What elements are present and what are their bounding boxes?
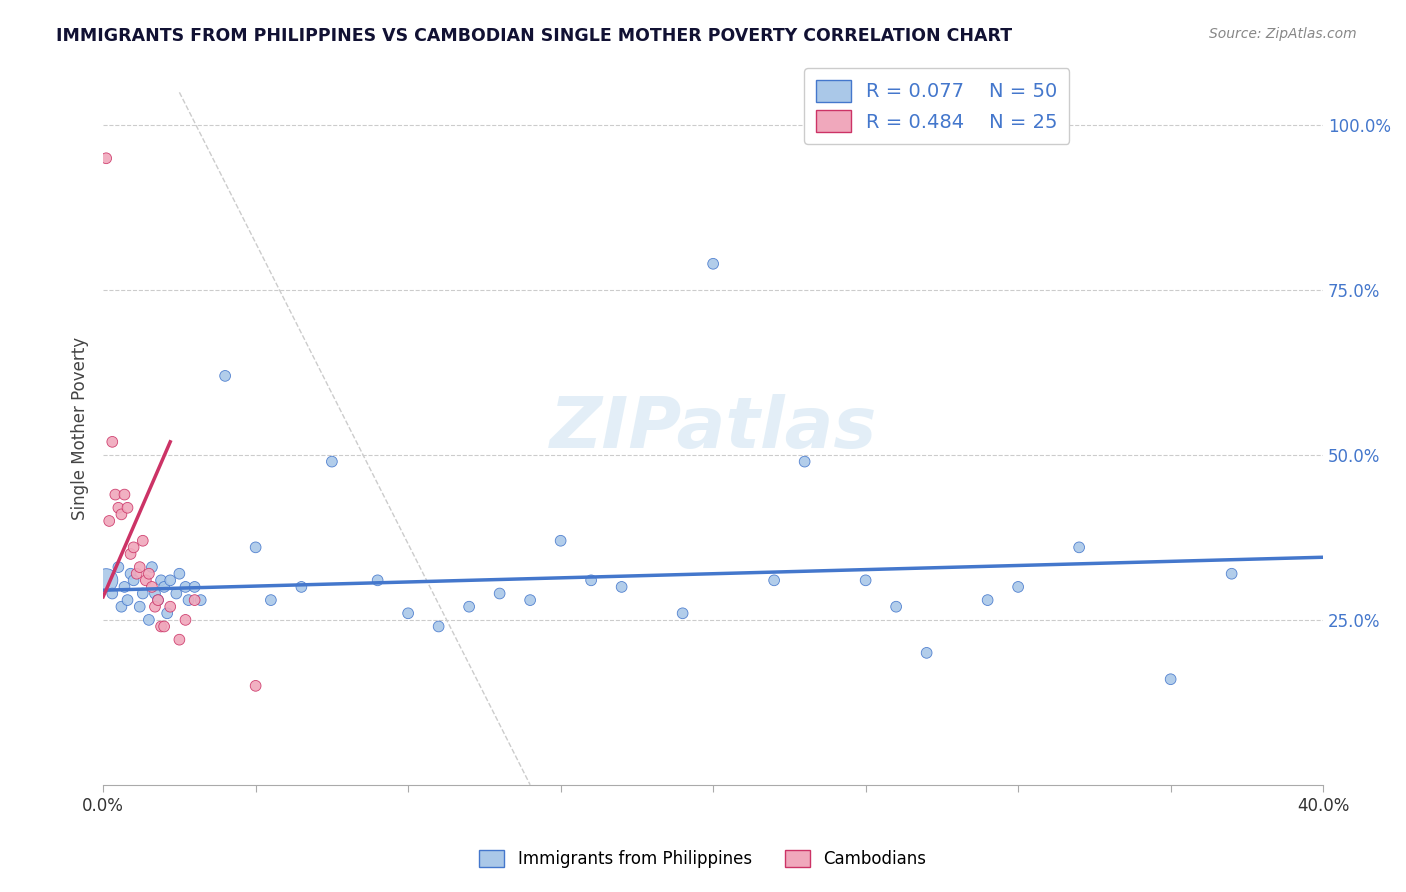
Point	[96, 574, 118, 588]
Point	[153, 580, 176, 594]
Point	[1160, 672, 1182, 686]
Point	[855, 574, 877, 588]
Point	[1007, 580, 1029, 594]
Point	[125, 566, 148, 581]
Point	[120, 547, 142, 561]
Point	[110, 508, 132, 522]
Point	[610, 580, 633, 594]
Point	[132, 533, 155, 548]
Point	[579, 574, 602, 588]
Point	[165, 586, 187, 600]
Legend: R = 0.077    N = 50, R = 0.484    N = 25: R = 0.077 N = 50, R = 0.484 N = 25	[804, 68, 1070, 144]
Point	[122, 541, 145, 555]
Point	[110, 599, 132, 614]
Point	[156, 607, 179, 621]
Point	[169, 632, 191, 647]
Point	[245, 679, 267, 693]
Point	[150, 574, 173, 588]
Point	[146, 593, 169, 607]
Point	[153, 619, 176, 633]
Point	[519, 593, 541, 607]
Point	[146, 593, 169, 607]
Point	[98, 514, 121, 528]
Point	[174, 580, 197, 594]
Point	[177, 593, 200, 607]
Point	[396, 607, 419, 621]
Point	[290, 580, 312, 594]
Point	[169, 566, 191, 581]
Point	[793, 455, 815, 469]
Point	[190, 593, 212, 607]
Point	[427, 619, 450, 633]
Point	[260, 593, 283, 607]
Point	[159, 599, 181, 614]
Point	[1220, 566, 1243, 581]
Point	[367, 574, 389, 588]
Point	[763, 574, 786, 588]
Point	[107, 500, 129, 515]
Point	[214, 368, 236, 383]
Point	[174, 613, 197, 627]
Point	[128, 560, 150, 574]
Point	[143, 586, 166, 600]
Point	[141, 580, 163, 594]
Legend: Immigrants from Philippines, Cambodians: Immigrants from Philippines, Cambodians	[472, 843, 934, 875]
Point	[114, 487, 136, 501]
Point	[458, 599, 481, 614]
Point	[128, 599, 150, 614]
Text: IMMIGRANTS FROM PHILIPPINES VS CAMBODIAN SINGLE MOTHER POVERTY CORRELATION CHART: IMMIGRANTS FROM PHILIPPINES VS CAMBODIAN…	[56, 27, 1012, 45]
Point	[702, 257, 724, 271]
Point	[96, 151, 118, 165]
Point	[976, 593, 998, 607]
Point	[1069, 541, 1091, 555]
Point	[107, 560, 129, 574]
Point	[117, 500, 139, 515]
Point	[132, 586, 155, 600]
Text: Source: ZipAtlas.com: Source: ZipAtlas.com	[1209, 27, 1357, 41]
Y-axis label: Single Mother Poverty: Single Mother Poverty	[72, 337, 89, 520]
Point	[884, 599, 907, 614]
Point	[114, 580, 136, 594]
Point	[104, 487, 127, 501]
Point	[138, 566, 160, 581]
Point	[183, 593, 205, 607]
Point	[117, 593, 139, 607]
Point	[159, 574, 181, 588]
Point	[135, 574, 157, 588]
Point	[138, 613, 160, 627]
Point	[183, 580, 205, 594]
Point	[672, 607, 695, 621]
Point	[915, 646, 938, 660]
Point	[150, 619, 173, 633]
Point	[143, 599, 166, 614]
Point	[550, 533, 572, 548]
Point	[321, 455, 343, 469]
Point	[101, 434, 124, 449]
Point	[101, 586, 124, 600]
Point	[488, 586, 510, 600]
Text: ZIPatlas: ZIPatlas	[550, 394, 877, 463]
Point	[245, 541, 267, 555]
Point	[120, 566, 142, 581]
Point	[122, 574, 145, 588]
Point	[141, 560, 163, 574]
